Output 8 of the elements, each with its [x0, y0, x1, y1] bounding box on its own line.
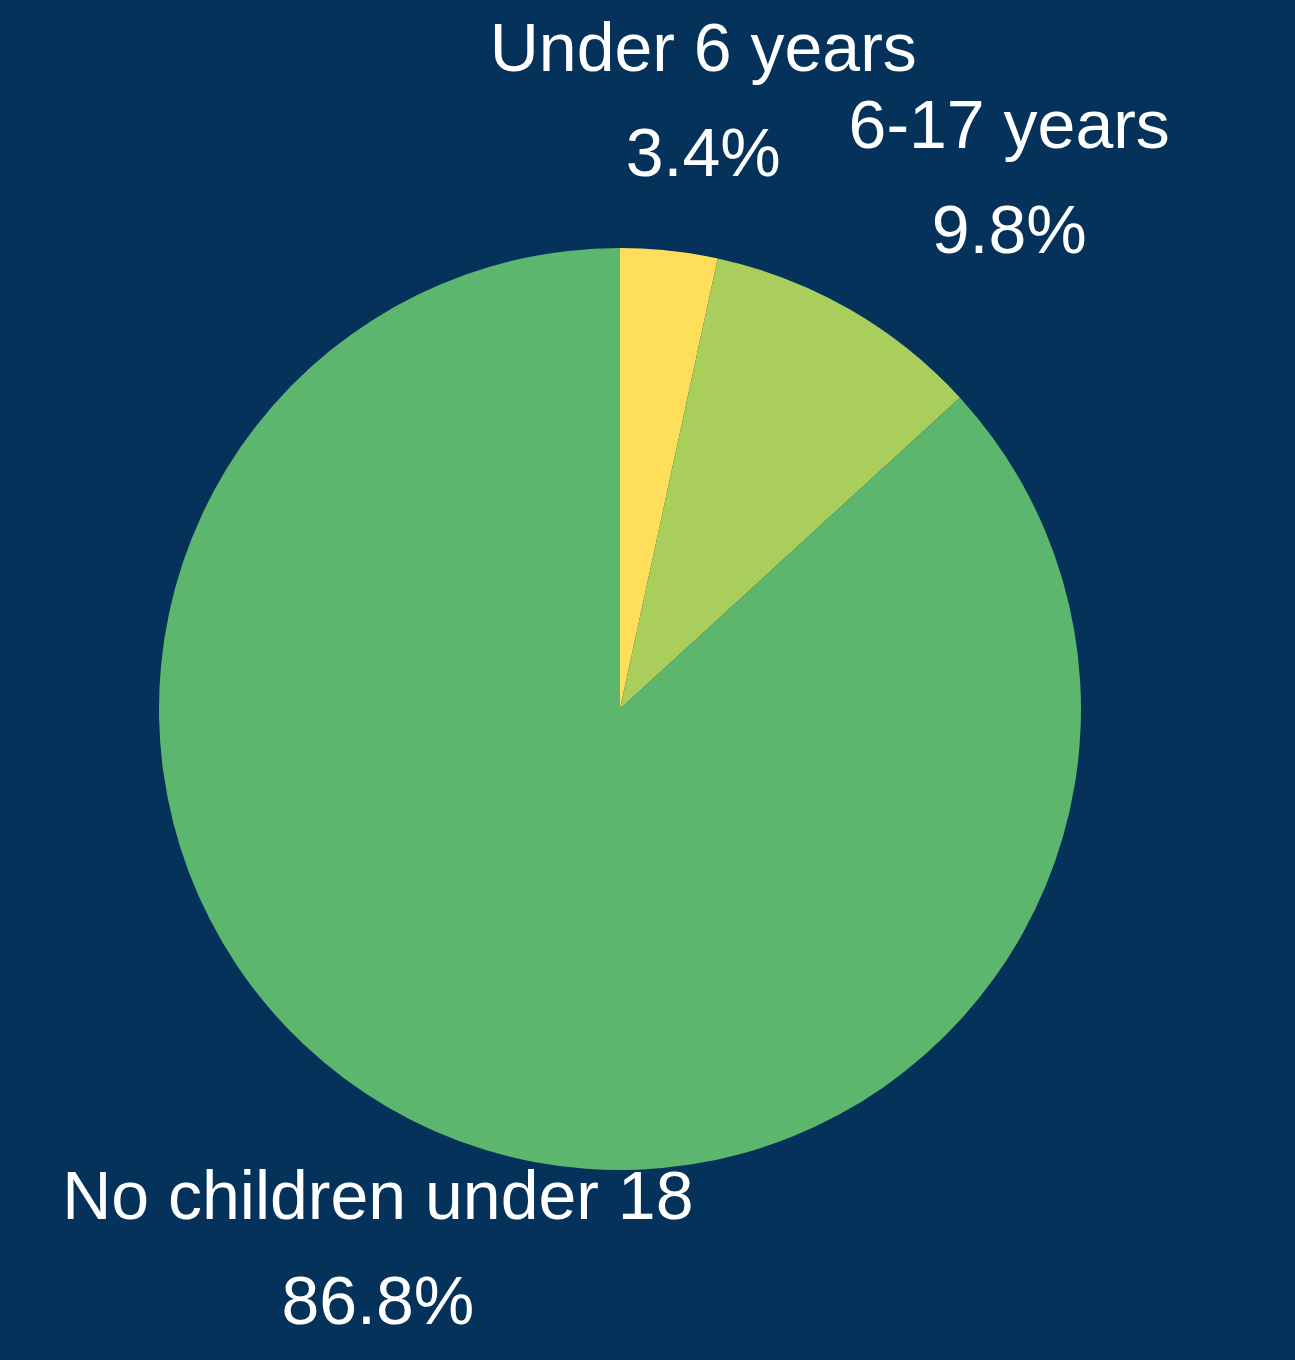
data-label: 9.8%	[931, 190, 1087, 267]
data-label: 86.8%	[281, 1262, 475, 1339]
slice-label: 6-17 years	[848, 85, 1170, 162]
pie-slice	[620, 248, 718, 709]
data-label: 3.4%	[625, 114, 781, 191]
slice-label: No children under 18	[62, 1157, 694, 1234]
slice-label: Under 6 years	[489, 9, 917, 86]
pie-slice	[620, 258, 960, 709]
